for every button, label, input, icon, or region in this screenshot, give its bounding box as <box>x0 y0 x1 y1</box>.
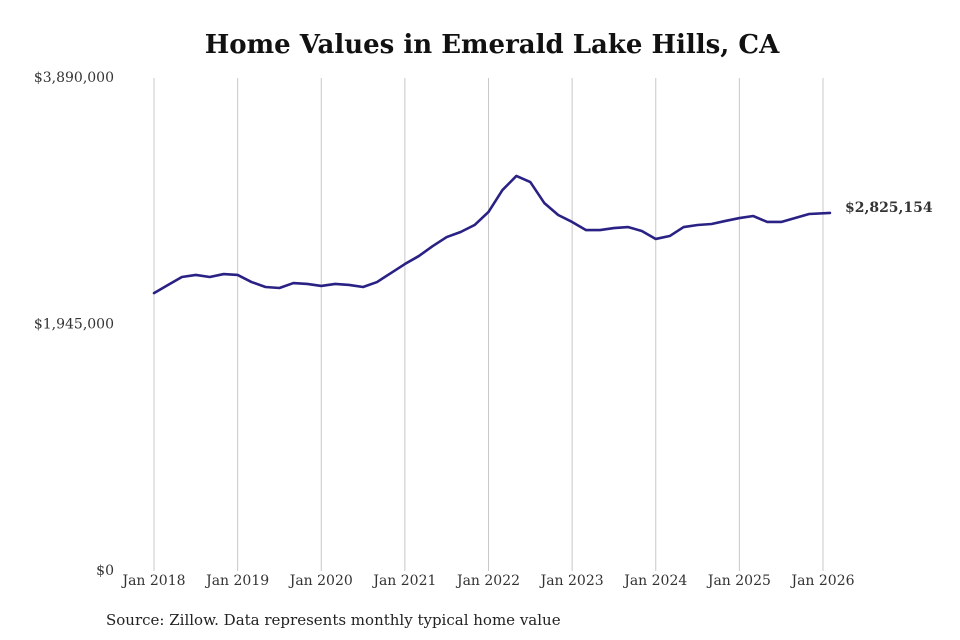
y-tick-label: $0 <box>96 563 114 579</box>
x-tick-label: Jan 2025 <box>706 573 771 589</box>
x-tick-label: Jan 2026 <box>789 573 854 589</box>
x-tick-label: Jan 2019 <box>204 573 269 589</box>
x-tick-label: Jan 2020 <box>288 573 353 589</box>
y-tick-label: $3,890,000 <box>34 70 114 86</box>
line-series <box>152 174 832 295</box>
chart-title: Home Values in Emerald Lake Hills, CA <box>205 30 780 60</box>
x-tick-label: Jan 2018 <box>120 573 185 589</box>
source-note: Source: Zillow. Data represents monthly … <box>106 611 561 629</box>
x-tick-label: Jan 2024 <box>622 573 687 589</box>
x-tick-label: Jan 2023 <box>539 573 604 589</box>
x-tick-label: Jan 2021 <box>371 573 436 589</box>
value-label: $2,825,154 <box>845 200 933 216</box>
y-tick-label: $1,945,000 <box>34 317 114 333</box>
x-tick-label: Jan 2022 <box>455 573 520 589</box>
